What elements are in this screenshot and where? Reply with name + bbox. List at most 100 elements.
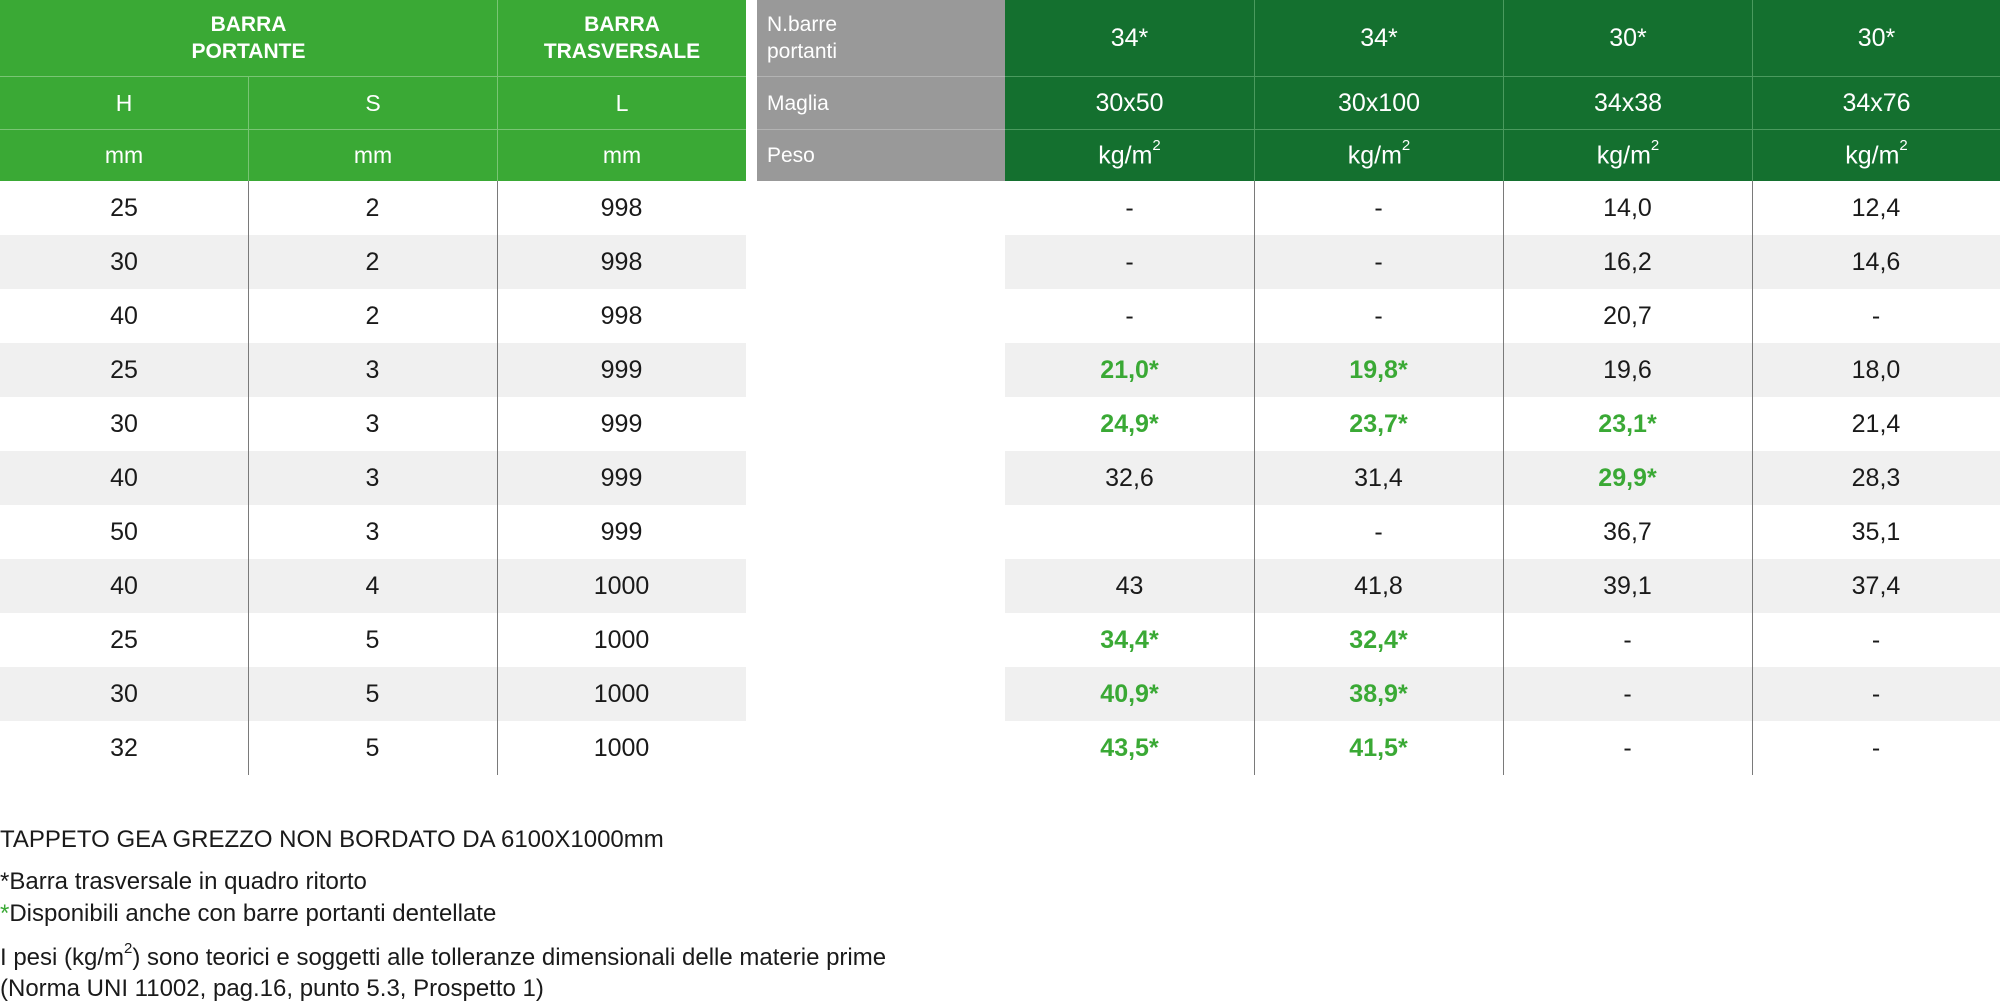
row-stripe: [0, 343, 746, 397]
cell-s: 2: [365, 193, 380, 222]
cell-weight-3: 36,7: [1603, 517, 1652, 546]
cell-weight-3: -: [1623, 733, 1632, 762]
cell-weight-1: 34,4*: [1100, 625, 1159, 654]
cell-h: 25: [110, 355, 138, 384]
peso-col-3: kg/m2: [1503, 129, 1752, 181]
cell-h: 40: [110, 301, 138, 330]
barra-portante-header: BARRA PORTANTE: [0, 0, 497, 76]
cell-weight-2: 41,8: [1354, 571, 1403, 600]
nbarre-label-line2: portanti: [767, 40, 838, 63]
cell-s: 3: [365, 463, 380, 492]
cell-weight-3: 39,1: [1603, 571, 1652, 600]
maglia-value-2: 30x100: [1337, 88, 1421, 117]
cell-weight-2: 19,8*: [1349, 355, 1408, 384]
cell-h: 30: [110, 679, 138, 708]
cell-weight-2: -: [1374, 247, 1383, 276]
row-stripe: [0, 559, 746, 613]
cell-weight-4: 37,4: [1851, 571, 1901, 600]
cell-weight-4: 18,0: [1851, 355, 1901, 384]
cell-weight-1: 21,0*: [1100, 355, 1159, 384]
cell-l: 999: [600, 517, 643, 546]
barra-portante-line2: PORTANTE: [191, 40, 306, 63]
cell-weight-1: 43,5*: [1100, 733, 1159, 762]
maglia-col-2: 30x100: [1254, 76, 1503, 129]
nbarre-label-line1: N.barre: [767, 13, 838, 36]
barra-trasversale-line2: TRASVERSALE: [543, 40, 701, 63]
column-divider: [497, 181, 498, 775]
unit-l-label: mm: [602, 142, 642, 168]
cell-h: 25: [110, 193, 138, 222]
weights-note: I pesi (kg/m2) sono teorici e soggetti a…: [0, 940, 887, 971]
cell-weight-2: -: [1374, 517, 1383, 546]
unit-s: mm: [248, 129, 497, 181]
cell-weight-1: [1005, 505, 1254, 559]
row-stripe: [0, 235, 746, 289]
cell-s: 5: [365, 679, 380, 708]
cell-h: 32: [110, 733, 138, 762]
column-divider: [1752, 181, 1753, 775]
unit-s-label: mm: [353, 142, 393, 168]
cell-s: 3: [365, 409, 380, 438]
cell-weight-3: 20,7: [1603, 301, 1652, 330]
barra-portante-line1: BARRA: [210, 13, 287, 36]
row-stripe: [0, 451, 746, 505]
row-stripe: [1005, 343, 2000, 397]
cell-weight-2: -: [1374, 193, 1383, 222]
col-h-label: H: [115, 89, 133, 116]
cell-weight-1: 43: [1115, 571, 1144, 600]
cell-l: 1000: [593, 571, 650, 600]
nbarre-value-3: 30*: [1609, 23, 1647, 52]
unit-l: mm: [497, 129, 746, 181]
maglia-value-3: 34x38: [1593, 88, 1663, 117]
cell-weight-2: 31,4: [1354, 463, 1403, 492]
cell-h: 50: [110, 517, 138, 546]
maglia-col-4: 34x76: [1752, 76, 2000, 129]
peso-col-1: kg/m2: [1005, 129, 1254, 181]
cell-weight-3: 14,0: [1603, 193, 1652, 222]
peso-label-text: Peso: [767, 144, 815, 167]
cell-weight-3: 16,2: [1603, 247, 1652, 276]
cell-l: 1000: [593, 679, 650, 708]
cell-weight-2: 23,7*: [1349, 409, 1408, 438]
peso-col-4: kg/m2: [1752, 129, 2000, 181]
cell-s: 2: [365, 301, 380, 330]
cell-l: 998: [600, 193, 643, 222]
cell-weight-4: -: [1871, 301, 1881, 330]
cell-l: 999: [600, 409, 643, 438]
cell-weight-4: 35,1: [1851, 517, 1901, 546]
row-stripe: [0, 667, 746, 721]
cell-h: 30: [110, 409, 138, 438]
green-star: *: [0, 900, 10, 927]
nbarre-value-4: 30*: [1857, 23, 1896, 52]
column-divider: [1503, 181, 1504, 775]
nbarre-col-2: 34*: [1254, 0, 1503, 76]
cell-weight-3: -: [1623, 625, 1632, 654]
cell-weight-4: 28,3: [1851, 463, 1901, 492]
maglia-label: Maglia: [757, 76, 1005, 129]
cell-s: 5: [365, 625, 380, 654]
green-note-text: Disponibili anche con barre portanti den…: [9, 900, 497, 927]
row-stripe: [1005, 451, 2000, 505]
cell-weight-2: 32,4*: [1349, 625, 1408, 654]
cell-s: 4: [365, 571, 380, 600]
nbarre-col-4: 30*: [1752, 0, 2000, 76]
cell-weight-1: -: [1125, 193, 1134, 222]
cell-h: 40: [110, 571, 138, 600]
cell-l: 998: [600, 247, 643, 276]
cell-l: 1000: [593, 625, 650, 654]
cell-weight-4: -: [1871, 625, 1881, 654]
cell-h: 40: [110, 463, 138, 492]
row-stripe: [1005, 667, 2000, 721]
peso-unit-2: kg/m2: [1347, 136, 1411, 170]
cell-l: 999: [600, 463, 643, 492]
cell-s: 3: [365, 517, 380, 546]
nbarre-label: N.barre portanti: [757, 0, 1005, 76]
star-note: *Barra trasversale in quadro ritorto: [0, 868, 367, 895]
col-h-header: H: [0, 76, 248, 129]
cell-s: 3: [365, 355, 380, 384]
column-divider: [248, 181, 249, 775]
col-l-header: L: [497, 76, 746, 129]
cell-weight-4: -: [1871, 679, 1881, 708]
cell-weight-2: 41,5*: [1349, 733, 1408, 762]
cell-weight-1: -: [1125, 247, 1134, 276]
